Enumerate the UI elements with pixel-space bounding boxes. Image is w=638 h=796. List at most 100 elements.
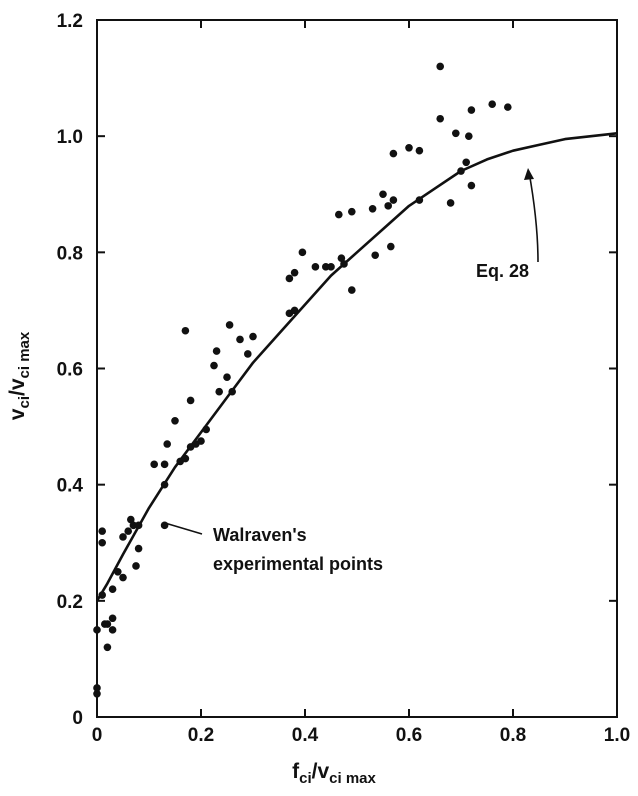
x-axis-title-sub: ci — [299, 770, 312, 787]
data-point — [98, 591, 106, 599]
data-point — [298, 248, 307, 257]
points-layer — [93, 62, 512, 698]
x-tick-label: 1.0 — [604, 725, 630, 746]
data-point — [228, 387, 236, 396]
data-point — [215, 387, 223, 396]
y-axis-title-sub: ci — [16, 396, 33, 409]
data-point — [389, 149, 398, 158]
data-point — [132, 562, 140, 570]
data-point — [119, 533, 127, 541]
data-point — [446, 199, 455, 207]
x-axis-title: fci/vci max — [292, 760, 376, 787]
data-point — [186, 396, 195, 405]
data-point — [93, 689, 101, 698]
data-point — [129, 521, 138, 530]
data-point — [114, 567, 122, 576]
x-tick-label: 0.2 — [188, 725, 214, 746]
data-point — [436, 62, 445, 71]
data-point — [322, 263, 330, 271]
data-point — [223, 373, 231, 382]
y-tick-label: 0.2 — [57, 592, 83, 613]
data-point — [467, 181, 476, 190]
data-point — [465, 132, 473, 140]
data-point — [197, 437, 205, 445]
data-point — [379, 190, 387, 199]
data-point — [371, 251, 380, 260]
data-point — [212, 347, 221, 355]
y-tick-label: 0.6 — [57, 360, 83, 381]
x-tick-label: 0.4 — [292, 725, 319, 746]
data-point — [249, 332, 257, 341]
data-point — [181, 326, 190, 335]
y-tick-label: 0.8 — [57, 243, 83, 264]
data-point — [160, 480, 169, 489]
walraven-annotation-line1: Walraven's — [213, 525, 307, 545]
x-tick-label: 0.6 — [396, 725, 422, 746]
data-point — [457, 167, 465, 175]
data-point — [98, 527, 106, 535]
data-point — [160, 521, 169, 530]
data-point — [488, 100, 497, 109]
data-point — [171, 416, 179, 425]
walraven-leader-line — [164, 522, 203, 535]
y-axis-title-sep: /v — [6, 378, 29, 396]
data-point — [337, 254, 346, 262]
data-point — [134, 544, 143, 553]
data-point — [384, 202, 393, 210]
x-axis-title-sep: /v — [312, 760, 330, 783]
data-point — [160, 460, 169, 469]
data-point — [134, 521, 143, 530]
y-axis-title-sub2: ci max — [16, 331, 33, 378]
data-point — [348, 207, 356, 216]
data-point — [124, 527, 132, 535]
data-point — [244, 350, 252, 358]
data-point — [311, 263, 320, 271]
data-point — [225, 321, 234, 329]
data-point — [340, 260, 348, 268]
plot-frame — [96, 19, 618, 718]
data-point — [467, 106, 476, 114]
eq28-arrow-head — [524, 168, 534, 180]
axis-labels: fci/vci max vci/vci max — [6, 331, 377, 787]
data-point — [462, 158, 471, 167]
data-point — [405, 143, 413, 152]
data-point — [327, 263, 335, 271]
data-point — [202, 425, 210, 434]
data-point — [103, 620, 112, 628]
data-point — [285, 274, 294, 283]
y-tick-label: 1.2 — [57, 11, 83, 32]
x-tick-label: 0.8 — [500, 725, 526, 746]
eq28-curve — [95, 132, 618, 602]
data-point — [108, 614, 117, 623]
data-point — [181, 454, 190, 463]
data-point — [415, 196, 424, 204]
data-point — [290, 306, 299, 315]
curve-layer — [95, 132, 618, 602]
data-point — [127, 515, 135, 524]
y-tick-label: 0 — [72, 708, 83, 729]
x-tick-label: 0 — [92, 725, 103, 746]
annotations: Walraven's experimental points Eq. 28 — [164, 168, 539, 574]
data-point — [387, 242, 395, 251]
data-point — [119, 573, 127, 582]
walraven-annotation-line2: experimental points — [213, 554, 383, 574]
data-point — [504, 103, 512, 111]
data-point — [335, 210, 343, 219]
data-point — [290, 268, 299, 277]
y-axis-title-main: v — [6, 408, 29, 420]
data-point — [108, 585, 117, 594]
data-point — [163, 440, 171, 448]
data-point — [415, 146, 424, 155]
data-point — [452, 129, 460, 138]
data-point — [98, 538, 106, 547]
x-axis-title-main: f — [292, 760, 300, 783]
data-point — [236, 335, 244, 344]
data-point — [210, 361, 218, 370]
eq28-leader-arrow-line — [528, 171, 539, 263]
y-axis-title: vci/vci max — [6, 331, 33, 420]
data-point — [348, 286, 356, 294]
data-point — [108, 626, 117, 634]
y-tick-label: 1.0 — [57, 127, 83, 148]
